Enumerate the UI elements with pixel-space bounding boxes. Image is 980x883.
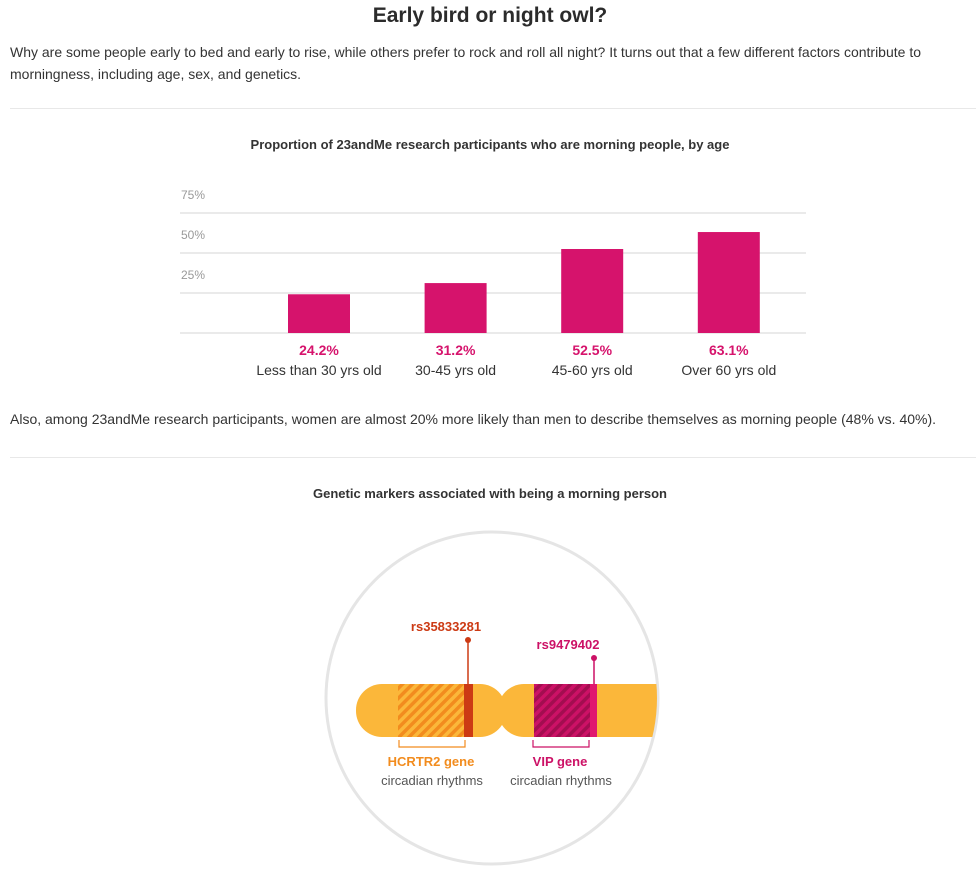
bar-value-labels: 24.2% 31.2% 52.5% 63.1% (299, 342, 749, 358)
bar (288, 294, 350, 333)
chromosome-illustration: rs35833281 rs9479402 HCRTR2 gene circadi… (324, 530, 660, 866)
category-label: Less than 30 yrs old (256, 362, 381, 378)
y-axis-tick-labels: 25% 50% 75% 100% (181, 160, 212, 282)
sex-difference-note: Also, among 23andMe research participant… (10, 411, 937, 427)
bar-value-label: 63.1% (709, 342, 749, 358)
bar-value-label: 52.5% (572, 342, 612, 358)
rs9479402-band (590, 684, 597, 737)
genetics-title: Genetic markers associated with being a … (313, 486, 667, 501)
bar-value-label: 31.2% (436, 342, 476, 358)
y-tick-label: 75% (181, 188, 205, 202)
intro-paragraph: Why are some people early to bed and ear… (10, 44, 921, 82)
vip-gene-label: VIP gene (533, 754, 588, 769)
vip-gene-bracket (532, 740, 590, 748)
bar-chart: 25% 50% 75% 100% 24.2% 31.2% 52.5% 63.1% Less … (180, 160, 806, 378)
hcrtr2-gene-bracket (398, 740, 466, 748)
marker-id-rs35833281: rs35833281 (411, 619, 481, 634)
vip-gene-region (534, 684, 590, 737)
divider-top (10, 108, 976, 109)
bar-value-label: 24.2% (299, 342, 339, 358)
y-tick-label: 100% (181, 160, 212, 162)
divider-middle (10, 457, 976, 458)
marker-id-rs9479402: rs9479402 (537, 637, 600, 652)
y-tick-label: 50% (181, 228, 205, 242)
rs35833281-pin-head (465, 637, 471, 643)
hcrtr2-gene-label: HCRTR2 gene (388, 754, 475, 769)
category-label: 45-60 yrs old (552, 362, 633, 378)
chart-title: Proportion of 23andMe research participa… (250, 137, 730, 152)
y-tick-label: 25% (181, 268, 205, 282)
category-labels: Less than 30 yrs old 30-45 yrs old 45-60 y… (256, 362, 776, 378)
page-title: Early bird or night owl? (372, 4, 608, 27)
category-label: 30-45 yrs old (415, 362, 496, 378)
hcrtr2-gene-region (398, 684, 464, 737)
bar (424, 283, 487, 333)
bar (561, 249, 624, 333)
chromosome-right-arm (498, 684, 657, 737)
chart-bars (288, 232, 760, 333)
rs35833281-band (464, 684, 473, 737)
hcrtr2-gene-description: circadian rhythms (381, 773, 483, 788)
bar (697, 232, 760, 333)
category-label: Over 60 yrs old (681, 362, 776, 378)
vip-gene-description: circadian rhythms (510, 773, 612, 788)
rs9479402-pin-head (591, 655, 597, 661)
